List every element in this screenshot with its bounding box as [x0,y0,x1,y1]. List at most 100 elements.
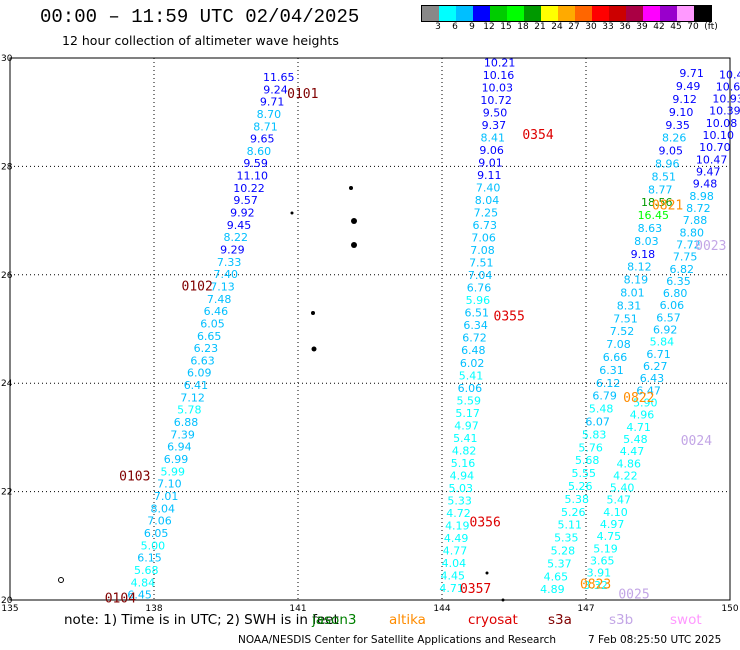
legend-swatch [609,6,626,21]
altimeter-tracks: 11.659.249.718.708.719.658.609.5911.1010… [127,56,740,601]
wave-height-value: 5.38 [565,493,590,506]
wave-height-value: 9.65 [250,133,275,146]
legend-swatch [592,6,609,21]
wave-height-value: 7.08 [470,244,495,257]
wave-height-value: 6.23 [194,342,219,355]
wave-height-value: 5.11 [558,519,583,532]
legend-swatch [558,6,575,21]
wave-height-value: 5.19 [593,542,618,555]
pass-labels: 0101 0102 0103 0104 0354 0355 0356 0357 0821 0822… [105,87,727,606]
wave-height-value: 7.06 [147,515,172,528]
footnote: note: 1) Time is in UTC; 2) SWH is in fe… [64,612,339,628]
wave-height-value: 8.80 [679,226,704,239]
wave-height-value: 5.90 [633,396,658,409]
wave-height-value: 4.77 [443,545,468,558]
wave-height-value: 5.16 [451,457,476,470]
legend-label: 36 [619,22,631,32]
legend-label: 39 [636,22,648,32]
wave-height-value: 9.47 [696,166,721,179]
pass-label: 0823 [580,578,611,593]
pass-label: 0024 [681,434,712,449]
y-tick-label: 20 [1,596,13,606]
wave-height-value: 4.84 [131,576,156,589]
island [351,242,357,248]
wave-height-value: 7.10 [157,478,182,491]
wave-height-value: 8.03 [634,235,659,248]
wave-height-value: 6.51 [464,307,489,320]
wave-height-value: 9.59 [243,157,268,170]
x-tick-label: 147 [577,604,594,614]
wave-height-value: 8.41 [480,131,505,144]
pass-label: 0025 [618,587,649,602]
wave-height-value: 7.39 [170,428,195,441]
sat-s3b: s3b [609,612,634,628]
wave-height-value: 4.04 [442,557,467,570]
wave-height-value: 7.04 [468,269,493,282]
pass-label: 0104 [105,591,136,606]
legend-swatch [626,6,643,21]
wave-height-value: 4.82 [452,444,477,457]
wave-height-value: 7.01 [154,490,179,503]
wave-height-value: 5.83 [582,428,607,441]
wave-height-value: 7.12 [180,391,205,404]
sat-swot: swot [670,612,702,628]
wave-height-value: 6.47 [636,384,661,397]
wave-height-value: 4.89 [540,583,565,596]
wave-height-value: 5.84 [650,336,675,349]
wave-height-value: 11.65 [263,71,295,84]
wave-height-value: 6.15 [137,552,162,565]
wave-height-value: 6.31 [599,364,624,377]
wave-height-value: 8.12 [627,261,652,274]
wave-height-value: 7.51 [613,312,638,325]
wave-height-value: 8.31 [617,299,642,312]
wave-height-value: 10.47 [696,153,728,166]
wave-height-value: 7.75 [673,251,698,264]
x-tick-label: 150 [721,604,738,614]
x-tick-label: 144 [433,604,450,614]
wave-height-value: 5.26 [561,506,586,519]
page-title: 00:00 – 11:59 UTC 02/04/2025 [40,6,360,28]
wave-height-value: 8.04 [475,194,500,207]
wave-height-value: 5.37 [547,557,572,570]
legend-label: 42 [653,22,665,32]
wave-height-value: 10.44 [719,68,740,81]
pass-label: 0354 [522,128,553,143]
wave-height-value: 6.82 [670,263,695,276]
wave-height-value: 7.51 [469,257,494,270]
x-tick-label: 141 [289,604,306,614]
wave-height-value: 6.80 [663,287,688,300]
wave-height-value: 9.71 [260,96,285,109]
wave-height-value: 5.59 [456,394,481,407]
wave-height-value: 6.02 [460,357,485,370]
map-grid [9,57,731,601]
wave-height-value: 10.16 [483,69,515,82]
wave-height-value: 5.48 [623,433,648,446]
wave-height-value: 6.12 [596,377,621,390]
wave-height-value: 8.77 [648,183,673,196]
wave-height-value: 5.26 [568,480,593,493]
wave-height-value: 4.97 [600,518,625,531]
wave-height-value: 9.48 [693,178,718,191]
wave-height-value: 6.05 [144,527,169,540]
wave-height-value: 5.68 [134,564,159,577]
credit-line: NOAA/NESDIS Center for Satellite Applica… [238,634,556,646]
legend-swatch [422,6,439,21]
legend-label: 18 [517,22,529,32]
wave-height-value: 4.49 [444,532,469,545]
legend-swatch [643,6,660,21]
wave-height-value: 5.41 [453,432,478,445]
wave-height-value: 6.05 [200,317,225,330]
legend-swatch [524,6,541,21]
pass-label: 0355 [494,309,525,324]
wave-height-value: 8.22 [223,231,248,244]
wave-height-value: 4.45 [440,570,465,583]
legend-label: 30 [585,22,597,32]
legend-label: 27 [568,22,580,32]
pass-label: 0102 [182,280,213,295]
pass-label: 0101 [287,87,318,102]
legend-swatch [507,6,524,21]
wave-height-value: 5.33 [447,494,472,507]
pass-label: 0023 [695,239,726,254]
y-tick-label: 22 [1,488,12,498]
legend-label: 15 [500,22,512,32]
